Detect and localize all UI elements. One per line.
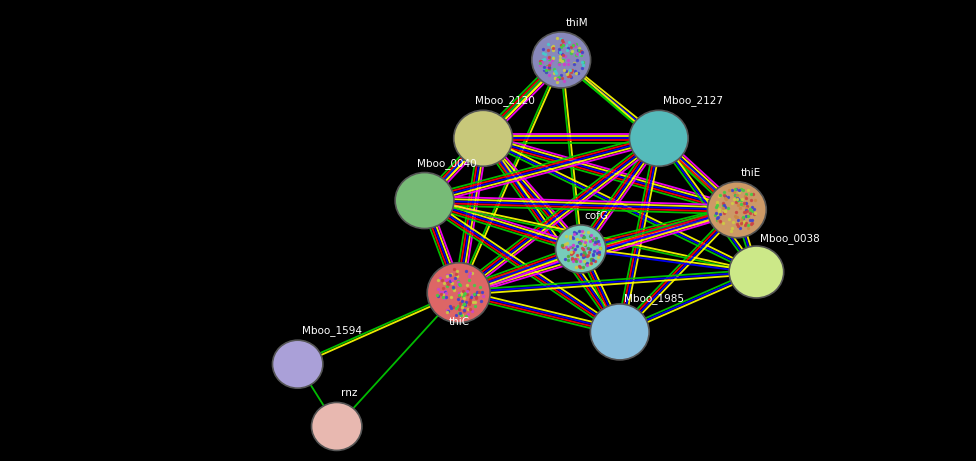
Text: Mboo_0040: Mboo_0040 [417, 158, 476, 169]
Text: Mboo_1985: Mboo_1985 [624, 293, 684, 304]
Text: Mboo_1594: Mboo_1594 [302, 325, 362, 336]
Ellipse shape [630, 110, 688, 166]
Ellipse shape [708, 182, 766, 238]
Ellipse shape [532, 32, 590, 88]
Ellipse shape [590, 304, 649, 360]
Ellipse shape [427, 263, 490, 323]
Ellipse shape [454, 110, 512, 166]
Ellipse shape [395, 172, 454, 229]
Text: Mboo_2127: Mboo_2127 [663, 95, 723, 106]
Text: cofG: cofG [585, 211, 609, 221]
Text: Mboo_2120: Mboo_2120 [475, 95, 535, 106]
Ellipse shape [729, 246, 784, 298]
Ellipse shape [555, 225, 606, 273]
Text: thiE: thiE [741, 168, 761, 178]
Text: rnz: rnz [341, 389, 357, 398]
Text: Mboo_0038: Mboo_0038 [760, 233, 820, 244]
Text: thiM: thiM [565, 18, 588, 28]
Ellipse shape [272, 340, 323, 388]
Text: thiC: thiC [449, 317, 469, 327]
Ellipse shape [311, 402, 362, 450]
